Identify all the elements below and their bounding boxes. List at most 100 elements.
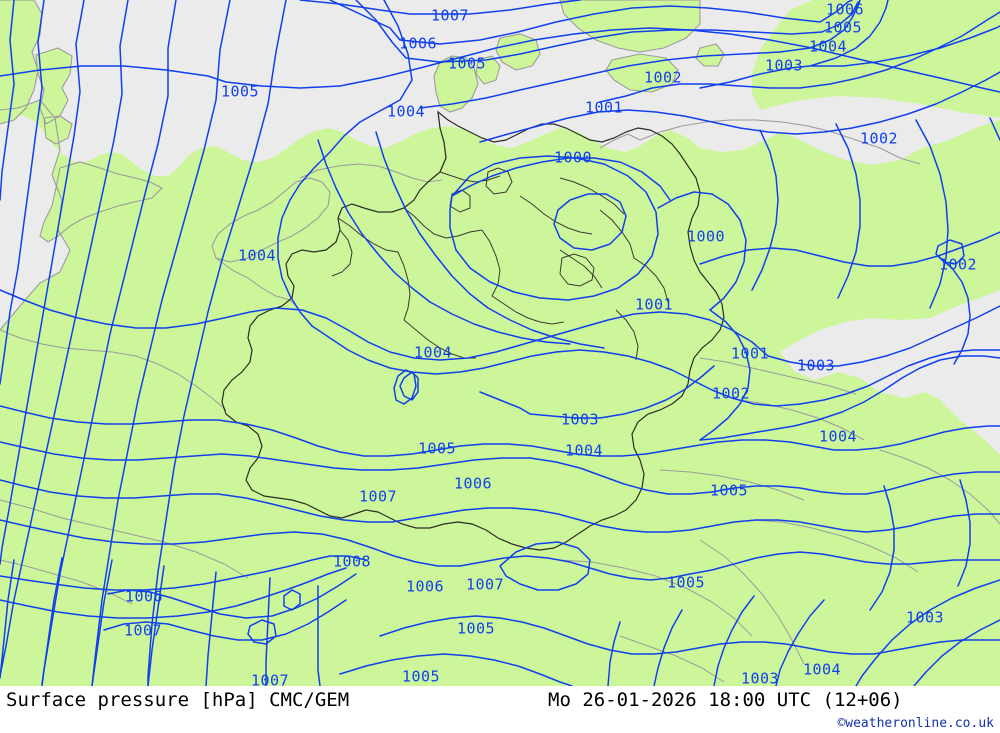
- isobar-br-5: [653, 609, 683, 686]
- isobar-1001-east: [767, 305, 1000, 367]
- isobar-1002-right: [699, 231, 1000, 267]
- land-denmark: [434, 56, 478, 112]
- isobar-de-3: [429, 301, 571, 345]
- isobar-1004-upper: [277, 0, 413, 327]
- state-border-rp-bw: [397, 251, 411, 321]
- isobar-1005-bottom2: [339, 653, 573, 686]
- land-denmark-zealand: [496, 34, 540, 70]
- isobar-bl-6: [265, 577, 271, 686]
- border-hungary-romania: [879, 449, 1000, 525]
- coastline-gb-west: [35, 47, 73, 125]
- isobar-bl-closed-small: [247, 619, 277, 645]
- isobar-1005-upper: [355, 0, 859, 63]
- isobar-1008-lower: [0, 555, 367, 591]
- state-border-sh-ni: [439, 171, 501, 183]
- isobar-de-small-loop: [399, 371, 419, 401]
- border-balkans-1: [751, 519, 919, 573]
- coastline-denmark-fyn: [475, 55, 501, 85]
- state-border-mv-bb: [559, 177, 625, 215]
- coastline-belgium-netherlands: [211, 177, 331, 263]
- isobar-1004-mid: [311, 325, 1000, 407]
- isobar-1002-right-lower: [937, 255, 971, 365]
- isobar-1001-upper: [479, 71, 1000, 143]
- isobar-bl-7: [317, 585, 321, 686]
- land-continental-europe: [0, 100, 1000, 686]
- isobar-br-1: [855, 579, 1000, 686]
- isobar-1007-alps-loop: [499, 541, 591, 591]
- isobar-br-8: [869, 485, 895, 611]
- coastline-baltic-south: [639, 119, 921, 165]
- land-poland-baltic-north: [752, 0, 1000, 118]
- isobar-br-2: [913, 619, 1000, 686]
- isobar-1003-mid: [699, 355, 1000, 441]
- coastline-netherlands-wadden: [299, 163, 443, 183]
- isobar-1006-top: [329, 0, 853, 45]
- coastline-denmark: [433, 55, 479, 113]
- border-czech-east: [739, 399, 865, 441]
- country-border-group: [0, 257, 1000, 683]
- border-germany-national: [221, 110, 725, 551]
- border-italy-adriatic: [619, 635, 725, 683]
- isobar-1006-bl: [107, 573, 357, 619]
- isobar-bl-2: [41, 557, 63, 685]
- isobar-1007-alps: [0, 519, 691, 581]
- isobar-group: [0, 0, 1000, 686]
- isobar-de-1: [317, 139, 431, 303]
- isobar-left-5: [41, 0, 177, 686]
- state-border-th-sn: [633, 257, 669, 303]
- isobar-left-3: [0, 0, 85, 565]
- coastline-ireland: [0, 0, 43, 125]
- isobar-1003-upper: [699, 0, 889, 89]
- isobar-1002-topright: [599, 11, 1000, 103]
- coastline-poland-north: [599, 133, 641, 149]
- land-great-britain-fragment: [44, 116, 72, 144]
- coastline-scandinavia: [559, 0, 701, 53]
- isobar-bl-3: [91, 559, 113, 686]
- isobar-1007-top: [299, 0, 581, 15]
- isobar-right-v1: [751, 129, 779, 291]
- state-border-nw-rp: [337, 217, 399, 253]
- state-border-nw-he: [481, 229, 501, 297]
- border-italy-north: [559, 559, 753, 637]
- isobar-right-v2: [835, 123, 861, 299]
- isobar-1000-branch-east: [657, 191, 747, 311]
- isobar-br-6: [607, 621, 621, 686]
- border-france-south: [0, 499, 249, 579]
- isobar-br-4: [713, 595, 755, 686]
- map-footer: Surface pressure [hPa] CMC/GEM Mo 26-01-…: [0, 686, 1000, 733]
- isobar-1004-small-loop: [393, 369, 417, 405]
- isobar-1004-lower-right: [597, 425, 1000, 457]
- isobar-1007-alps-right: [689, 551, 1000, 575]
- state-border-berlin: [559, 253, 595, 287]
- state-border-sl: [331, 229, 353, 277]
- isobar-1005-mid: [0, 441, 1000, 495]
- isobar-1005-north: [0, 27, 1000, 93]
- land-great-britain-west: [36, 48, 72, 124]
- border-poland-south: [699, 357, 857, 395]
- isobar-bl-closed-small2: [283, 589, 301, 611]
- isobar-right-v3: [915, 119, 949, 309]
- germany-border-group: [221, 110, 725, 551]
- isobar-br-3: [775, 599, 825, 686]
- isobar-1000-inner: [553, 193, 627, 251]
- state-border-hamburg: [485, 167, 513, 195]
- coastline-gotland: [695, 43, 725, 67]
- isobar-left-1: [0, 0, 15, 201]
- isobar-1005-bottom: [379, 615, 1000, 655]
- isobar-left-6: [91, 0, 231, 686]
- coastline-gb-fragment: [43, 115, 73, 145]
- coastline-gb-south: [39, 161, 163, 243]
- isobar-1003-arc: [479, 391, 531, 415]
- isobar-de-2: [375, 131, 489, 309]
- isobar-1000-outer: [449, 155, 659, 301]
- isobar-left-7: [147, 0, 287, 686]
- isobar-1002-mid: [699, 309, 751, 441]
- isobar-left-2: [0, 0, 45, 385]
- isobar-1007-bl: [103, 599, 347, 641]
- surface-pressure-map[interactable]: 1007 1006 1005 1004 1005 1002 1001 1000 1006 1005…: [0, 0, 1000, 686]
- state-border-ni-nw: [403, 207, 483, 239]
- copyright-notice: ©weatheronline.co.uk: [837, 716, 994, 731]
- border-balkans-2: [699, 539, 805, 665]
- isobar-1004-lower: [0, 405, 599, 457]
- chart-title: Surface pressure [hPa] CMC/GEM: [6, 689, 350, 711]
